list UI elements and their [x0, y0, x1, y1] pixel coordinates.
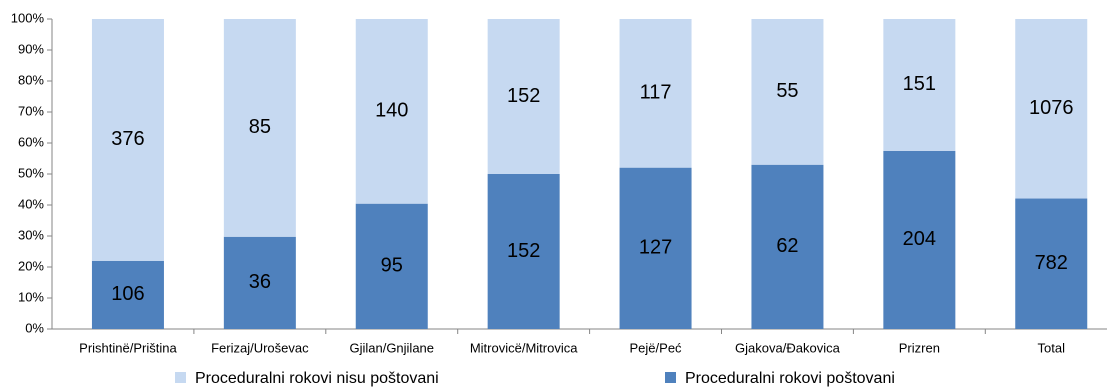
- bar-segment: [619, 19, 692, 168]
- y-tick-label: 20%: [18, 258, 44, 273]
- x-tick-label: Prishtinë/Priština: [79, 340, 177, 355]
- bar-segment: [91, 260, 164, 329]
- bar-segment: [883, 19, 956, 151]
- data-label: 140: [375, 100, 408, 122]
- legend-swatch: [665, 372, 676, 383]
- data-label: 151: [903, 73, 936, 95]
- data-label: 782: [1035, 252, 1068, 274]
- x-tick-label: Gjakova/Đakovica: [735, 340, 841, 355]
- y-tick-label: 30%: [18, 227, 44, 242]
- bar-segment: [91, 19, 164, 261]
- bar-segment: [355, 19, 428, 204]
- bar-segment: [223, 236, 296, 329]
- bar-segment: [1015, 198, 1088, 329]
- y-tick-label: 40%: [18, 196, 44, 211]
- bar-segment: [751, 164, 824, 329]
- y-tick-label: 90%: [18, 41, 44, 56]
- x-tick-label: Ferizaj/Uroševac: [211, 340, 309, 355]
- data-label: 152: [507, 85, 540, 107]
- data-label: 376: [111, 128, 144, 150]
- data-label: 95: [381, 255, 403, 277]
- bar-segment: [751, 19, 824, 165]
- y-tick-label: 100%: [11, 10, 45, 25]
- data-label: 62: [776, 235, 798, 257]
- legend-label: Proceduralni rokovi nisu poštovani: [195, 370, 439, 387]
- bar-segment: [223, 19, 296, 237]
- bar-segment: [487, 19, 560, 174]
- data-label: 85: [249, 116, 271, 138]
- y-tick-label: 80%: [18, 72, 44, 87]
- bar-segment: [619, 167, 692, 329]
- x-tick-label: Gjilan/Gnjilane: [349, 340, 434, 355]
- bar-segment: [355, 203, 428, 329]
- y-tick-label: 50%: [18, 165, 44, 180]
- data-label: 117: [640, 82, 672, 104]
- data-label: 106: [111, 283, 144, 305]
- data-label: 36: [249, 271, 271, 293]
- x-tick-label: Total: [1038, 340, 1066, 355]
- x-tick-label: Pejë/Peć: [630, 340, 683, 355]
- x-tick-label: Mitrovicë/Mitrovica: [470, 340, 578, 355]
- legend-label: Proceduralni rokovi poštovani: [685, 370, 895, 387]
- bar-segment: [1015, 19, 1088, 199]
- data-label: 152: [507, 240, 540, 262]
- y-tick-label: 70%: [18, 103, 44, 118]
- data-label: 127: [639, 237, 672, 259]
- x-tick-label: Prizren: [899, 340, 940, 355]
- data-label: 204: [903, 228, 936, 250]
- y-tick-label: 60%: [18, 134, 44, 149]
- data-label: 55: [776, 80, 798, 102]
- y-tick-label: 0%: [25, 320, 44, 335]
- bar-segment: [883, 150, 956, 329]
- legend-swatch: [175, 372, 186, 383]
- y-tick-label: 10%: [18, 289, 44, 304]
- data-label: 1076: [1029, 97, 1074, 119]
- bar-segment: [487, 174, 560, 329]
